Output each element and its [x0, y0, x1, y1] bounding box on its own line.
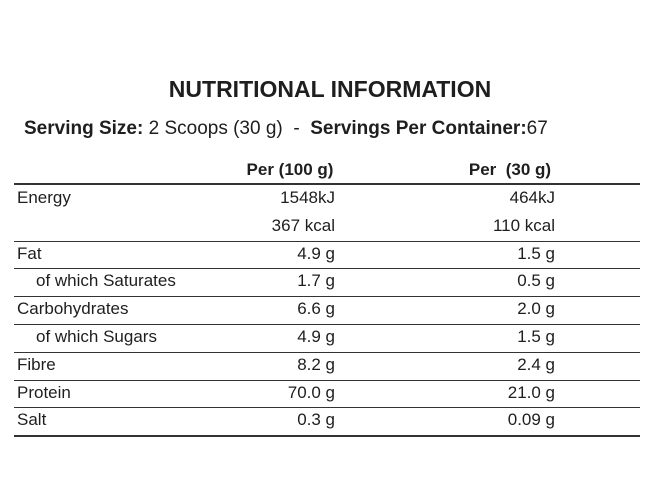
title: NUTRITIONAL INFORMATION	[168, 76, 492, 102]
serving-size-label: Serving Size:	[24, 118, 144, 139]
per-100g-value: 1548kJ	[280, 188, 335, 207]
per-100g-value: 6.6 g	[297, 299, 335, 319]
per-100g-value: 0.3 g	[297, 410, 335, 430]
column-header: Per (100 g)	[246, 160, 334, 179]
row-label: Carbohydrates	[17, 299, 129, 319]
per-serving-value: 0.5 g	[517, 271, 555, 291]
bottom-rule	[14, 435, 640, 438]
row-rule	[14, 240, 640, 242]
column-header: Per (30 g)	[468, 160, 552, 179]
row-rule	[14, 351, 640, 353]
row-rule	[14, 407, 640, 409]
row-label: Fibre	[17, 354, 56, 374]
row-label: of which Saturates	[36, 271, 176, 291]
row-rule	[14, 379, 640, 381]
per-serving-value: 110 kcal	[492, 215, 555, 235]
row-label: of which Sugars	[36, 327, 157, 346]
per-serving-value: 1.5 g	[517, 243, 555, 263]
servings: 67	[526, 118, 548, 139]
per-100g-value: 4.9 g	[297, 327, 335, 346]
row-label: Fat	[17, 243, 42, 263]
per-100g-value: 4.9 g	[297, 243, 335, 263]
per-100g-value: 367 kcal	[271, 215, 335, 235]
servings-label: Servings Per Container:	[310, 118, 527, 139]
row-rule	[14, 296, 640, 298]
row-rule	[14, 324, 640, 325]
row-label: Salt	[17, 410, 47, 430]
per-serving-value: 21.0 g	[507, 382, 555, 402]
row-rule	[14, 268, 640, 270]
per-serving-value: 2.0 g	[517, 299, 555, 319]
per-100g-value: 70.0 g	[287, 382, 335, 402]
separator: -	[293, 118, 300, 139]
per-serving-value: 2.4 g	[517, 354, 555, 374]
serving-size: 2 Scoops (30 g)	[148, 118, 283, 139]
per-serving-value: 464kJ	[509, 188, 555, 207]
row-label: Energy	[17, 188, 71, 207]
per-serving-value: 1.5 g	[517, 327, 555, 346]
per-100g-value: 8.2 g	[297, 354, 335, 374]
per-100g-value: 1.7 g	[297, 271, 335, 291]
serving-line: Serving Size: 2 Scoops (30 g) - Servings…	[24, 118, 548, 140]
row-label: Protein	[17, 382, 71, 402]
per-serving-value: 0.09 g	[507, 410, 555, 430]
header-rule	[14, 183, 640, 185]
